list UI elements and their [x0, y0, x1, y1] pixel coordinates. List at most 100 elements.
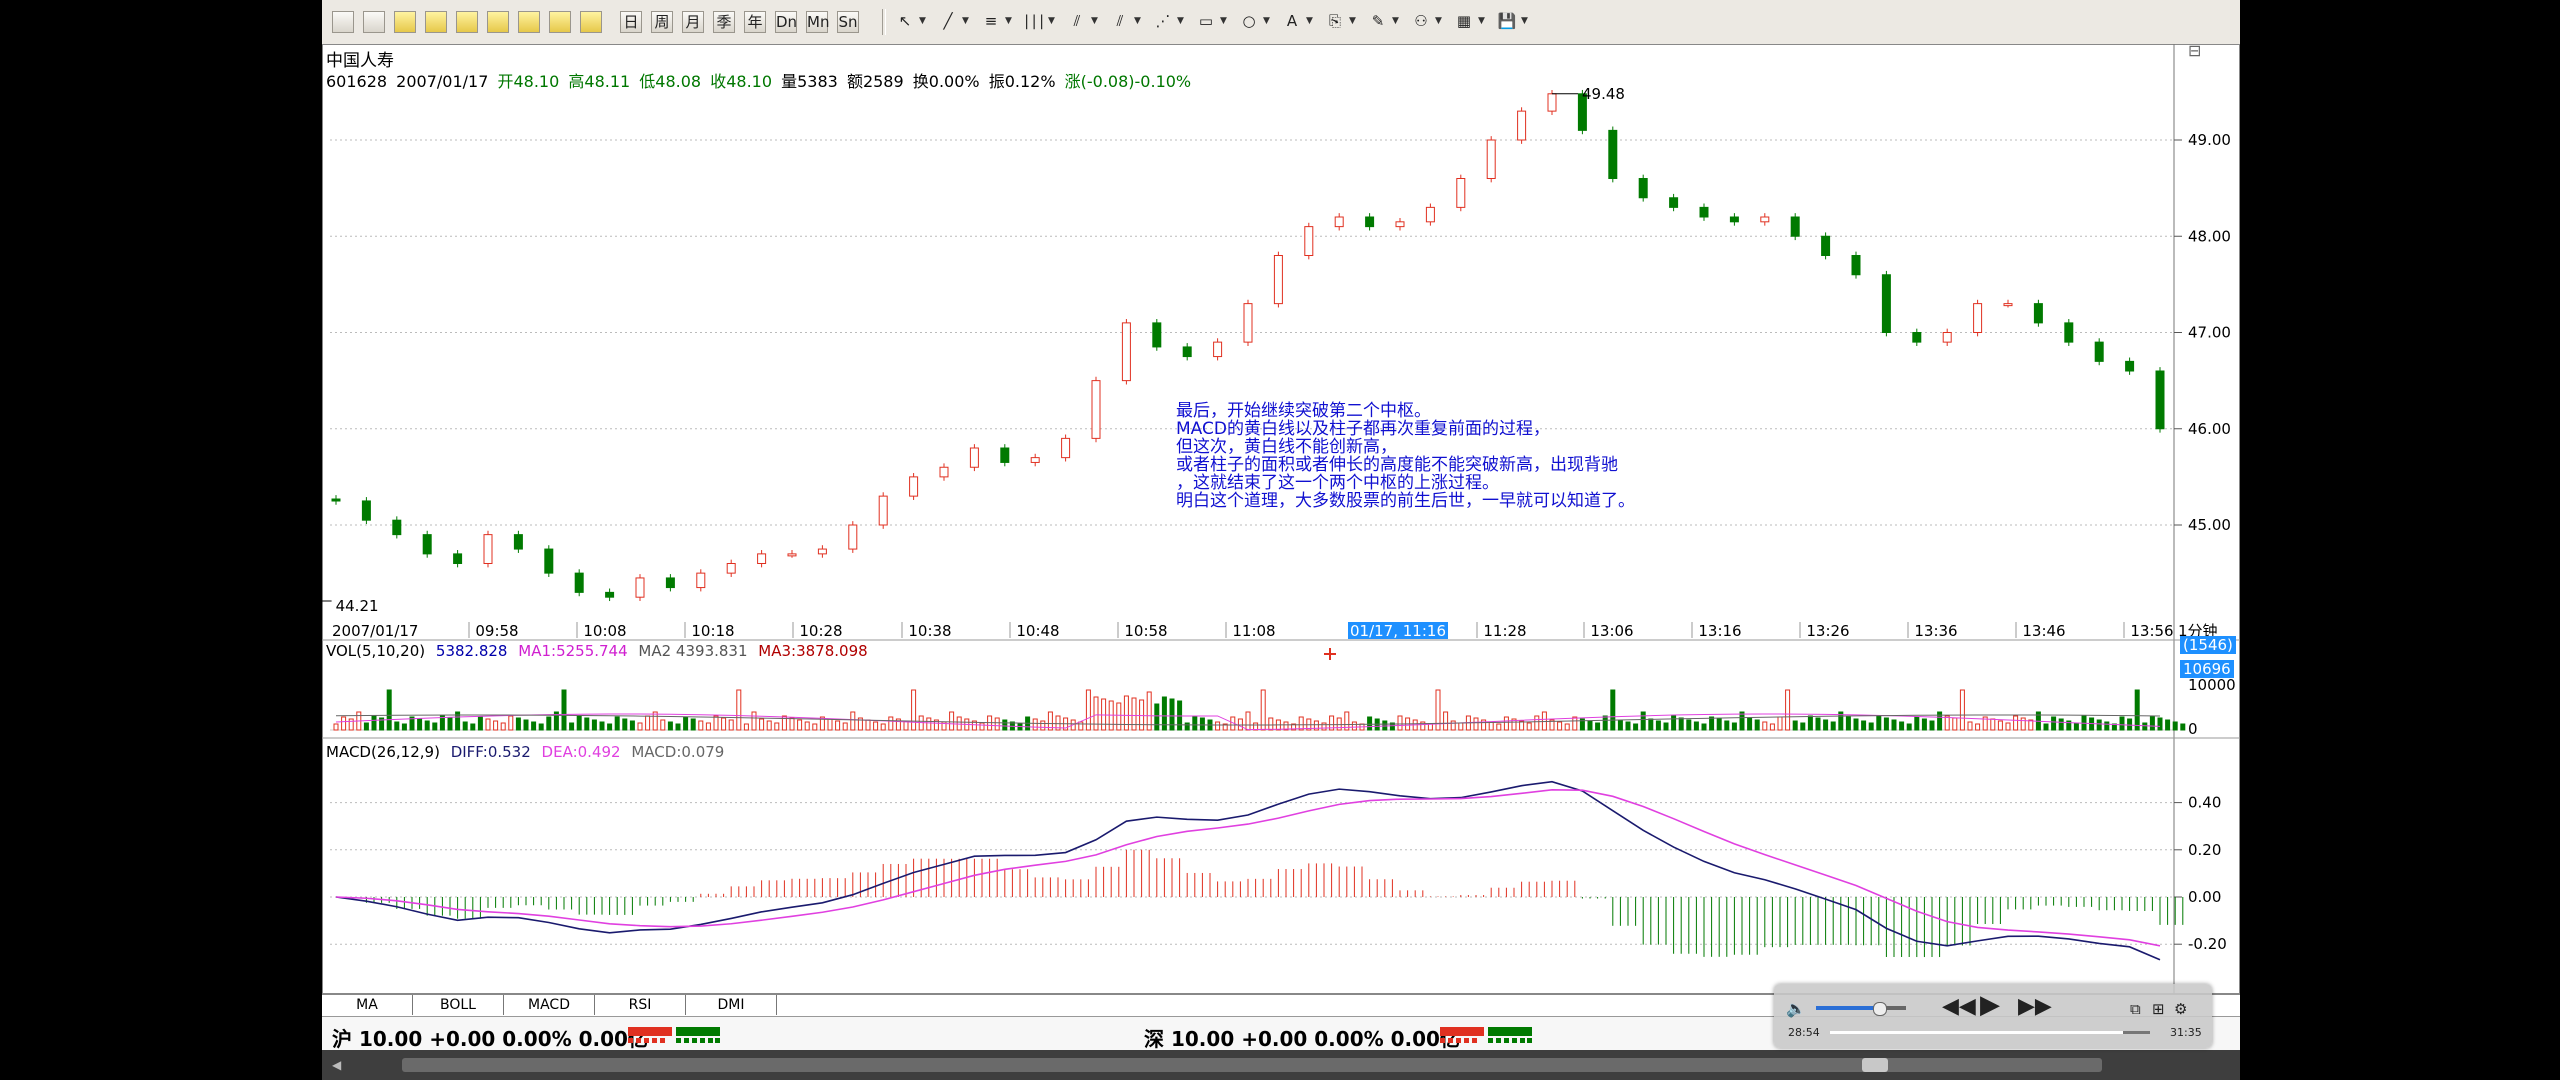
period-button[interactable]: 月 [682, 11, 704, 33]
dropdown-chevron-icon[interactable]: ▼ [1392, 16, 1399, 26]
dropdown-chevron-icon[interactable]: ▼ [962, 16, 969, 26]
volume-bar [1245, 711, 1251, 731]
tab-boll[interactable]: BOLL [413, 995, 504, 1015]
volume-bar [553, 711, 559, 731]
period-button[interactable]: Mn [806, 11, 830, 33]
candle-body [1699, 206, 1709, 218]
settings-gear-icon[interactable]: ⚙ [2174, 1000, 2188, 1018]
dropdown-chevron-icon[interactable]: ▼ [1091, 16, 1098, 26]
volume-bar [1769, 723, 1775, 731]
toolbar-tool-icon[interactable] [363, 11, 385, 33]
volume-bar [1572, 716, 1578, 731]
horizontal-scrollbar[interactable]: ◀ [322, 1050, 2240, 1080]
volume-bar [1002, 719, 1008, 731]
toolbar-tool-icon[interactable] [332, 11, 354, 33]
volume-bar [2013, 715, 2019, 731]
scroll-thumb[interactable] [1862, 1058, 1888, 1072]
volume-bar [591, 719, 597, 731]
total-time: 31:35 [2170, 1026, 2202, 1039]
candle-body [1790, 216, 1800, 237]
chart-canvas[interactable]: 49.00 48.00 47.00 46.00 45.00 ⊟ 49.48 44.21 2007… [322, 0, 2240, 994]
dropdown-chevron-icon[interactable]: ▼ [919, 16, 926, 26]
tab-dmi[interactable]: DMI [686, 995, 777, 1015]
volume-bar [1443, 711, 1449, 731]
candle-body [1881, 274, 1891, 333]
drawing-tool-icon[interactable]: ▦ [1456, 12, 1472, 30]
drawing-tool-icon[interactable]: 💾 [1497, 12, 1517, 30]
period-button[interactable]: 日 [620, 11, 642, 33]
drawing-tool-icon[interactable]: ╱ [943, 12, 953, 30]
volume-bar [1686, 719, 1692, 731]
dropdown-chevron-icon[interactable]: ▼ [1048, 16, 1055, 26]
volume-bar [1595, 722, 1601, 731]
dropdown-chevron-icon[interactable]: ▼ [1263, 16, 1270, 26]
volume-bar [1367, 716, 1373, 731]
volume-bar [2172, 721, 2178, 731]
progress-bar[interactable] [1830, 1031, 2150, 1034]
dropdown-chevron-icon[interactable]: ▼ [1134, 16, 1141, 26]
volume-slider[interactable] [1816, 1002, 1906, 1016]
dropdown-chevron-icon[interactable]: ▼ [1177, 16, 1184, 26]
volume-bar [1344, 711, 1350, 731]
play-icon[interactable]: ▶ [1980, 990, 2000, 1020]
pip-icon[interactable]: ⧉ [2130, 1000, 2141, 1018]
period-button[interactable]: 周 [651, 11, 673, 33]
toolbar-tool-icon[interactable] [456, 11, 478, 33]
drawing-tool-icon[interactable]: ≡ [984, 12, 998, 30]
period-button[interactable]: Dn [775, 11, 798, 33]
scroll-track[interactable] [402, 1058, 2102, 1072]
annotation-line: MACD的黄白线以及柱子都再次重复前面的过程， [1176, 419, 1550, 439]
toolbar-tool-icon[interactable] [518, 11, 540, 33]
drawing-tool-icon[interactable]: A [1286, 12, 1298, 30]
macd-dea: DEA:0.492 [541, 743, 621, 761]
period-button[interactable]: Sn [837, 11, 859, 33]
candle-body [1760, 216, 1770, 223]
volume-bar [1199, 717, 1205, 731]
volume-bar [1139, 699, 1145, 731]
volume-bar [1146, 691, 1152, 731]
drawing-tool-icon[interactable]: ○ [1242, 12, 1256, 30]
volume-bar [873, 721, 879, 731]
tab-macd[interactable]: MACD [504, 995, 595, 1015]
price-axis-label: 46.00 [2188, 420, 2231, 438]
fullscreen-icon[interactable]: ⊞ [2152, 1000, 2165, 1018]
scroll-left-icon[interactable]: ◀ [332, 1058, 342, 1072]
volume-bar [979, 722, 985, 731]
drawing-tool-icon[interactable]: ⚇ [1414, 12, 1428, 30]
dropdown-chevron-icon[interactable]: ▼ [1478, 16, 1485, 26]
dropdown-chevron-icon[interactable]: ▼ [1220, 16, 1227, 26]
price-axis-label: 49.00 [2188, 131, 2231, 149]
toolbar-tool-icon[interactable] [549, 11, 571, 33]
period-button[interactable]: 年 [744, 11, 766, 33]
dropdown-chevron-icon[interactable]: ▼ [1306, 16, 1313, 26]
drawing-tool-icon[interactable]: ✎ [1371, 12, 1385, 30]
toolbar-tool-icon[interactable] [394, 11, 416, 33]
tab-rsi[interactable]: RSI [595, 995, 686, 1015]
period-button[interactable]: 季 [713, 11, 735, 33]
macd-value: MACD:0.079 [631, 743, 725, 761]
drawing-tool-icon[interactable]: ⎘ [1328, 12, 1341, 30]
dropdown-chevron-icon[interactable]: ▼ [1349, 16, 1356, 26]
drawing-tool-icon[interactable]: ∣∣∣ [1023, 12, 1046, 30]
volume-bar [1215, 721, 1221, 731]
volume-slider-knob[interactable] [1873, 1002, 1887, 1016]
drawing-tool-icon[interactable]: ⫽ [1116, 12, 1124, 30]
dropdown-chevron-icon[interactable]: ▼ [1521, 16, 1528, 26]
toolbar-tool-icon[interactable] [487, 11, 509, 33]
drawing-tool-icon[interactable]: ↖ [898, 12, 912, 30]
dropdown-chevron-icon[interactable]: ▼ [1435, 16, 1442, 26]
volume-bar [1397, 715, 1403, 731]
toolbar-tool-icon[interactable] [425, 11, 447, 33]
volume-bar [1040, 720, 1046, 731]
fast-forward-icon[interactable]: ▶▶ [2018, 994, 2052, 1019]
drawing-tool-icon[interactable]: ▭ [1198, 12, 1214, 30]
volume-bar [774, 722, 780, 731]
drawing-tool-icon[interactable]: ⋰ [1155, 12, 1171, 30]
tab-ma[interactable]: MA [322, 995, 413, 1015]
volume-icon[interactable]: 🔈 [1786, 999, 1806, 1018]
drawing-tool-icon[interactable]: ⫽ [1073, 12, 1081, 30]
toolbar-tool-icon[interactable] [580, 11, 602, 33]
rewind-icon[interactable]: ◀◀ [1942, 994, 1976, 1019]
dropdown-chevron-icon[interactable]: ▼ [1005, 16, 1012, 26]
volume-bar [652, 711, 658, 731]
